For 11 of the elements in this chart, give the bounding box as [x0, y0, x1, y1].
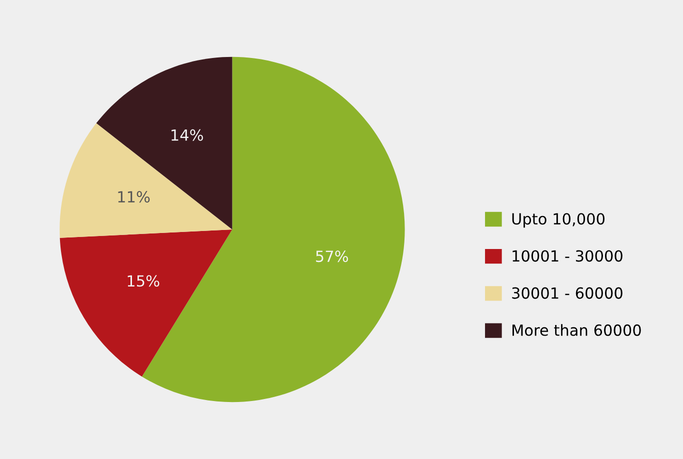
legend-label: 30001 - 60000: [512, 287, 622, 299]
data-label: 14%: [172, 129, 203, 141]
legend-label: More than 60000: [512, 324, 641, 336]
pie-slice: [60, 123, 232, 238]
legend-label: Upto 10,000: [512, 213, 605, 228]
pie-slice: [60, 230, 232, 377]
data-label: 15%: [128, 275, 160, 287]
pie-slice: [96, 56, 232, 230]
data-label: 11%: [118, 191, 150, 203]
data-label: 57%: [316, 250, 348, 262]
legend-label: 10001 - 30000: [512, 250, 622, 262]
